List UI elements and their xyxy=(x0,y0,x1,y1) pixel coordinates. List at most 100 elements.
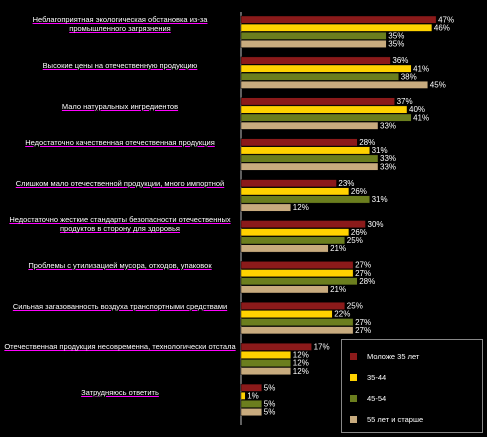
bar-8-series-3 xyxy=(240,318,354,327)
category-label-5: Слишком мало отечественной продукции, мн… xyxy=(15,178,225,188)
value-label-7-series-3: 28% xyxy=(359,277,375,286)
value-label-8-series-2: 22% xyxy=(334,310,350,319)
value-label-4-series-3: 33% xyxy=(380,154,396,163)
category-label-7: Проблемы с утилизацией мусора, отходов, … xyxy=(28,260,212,270)
bar-8-series-2 xyxy=(240,310,333,318)
category-label-3: Мало натуральных ингредиентов xyxy=(61,101,179,111)
category-label-9: Отечественная продукция несовременна, те… xyxy=(4,342,236,352)
bar-7-series-2 xyxy=(240,269,354,278)
bar-9-series-2 xyxy=(240,351,291,359)
bar-2-series-2 xyxy=(240,64,412,73)
value-label-1-series-2: 46% xyxy=(434,23,450,32)
value-label-5-series-4: 12% xyxy=(293,203,309,212)
value-label-2-series-2: 41% xyxy=(413,64,429,73)
category-label-8: Сильная загазованность воздуха транспорт… xyxy=(12,301,228,311)
bar-1-series-4 xyxy=(240,40,387,48)
bar-5-series-3 xyxy=(240,195,370,204)
value-label-3-series-3: 41% xyxy=(413,113,429,122)
value-label-9-series-3: 12% xyxy=(293,359,309,368)
value-labels-layer: 47%46%35%35%36%41%38%45%37%40%41%33%28%3… xyxy=(247,15,454,416)
value-label-1-series-4: 35% xyxy=(388,40,404,49)
value-label-8-series-4: 27% xyxy=(355,326,371,335)
bar-3-series-3 xyxy=(240,113,412,122)
value-label-7-series-1: 27% xyxy=(355,261,371,270)
bar-9-series-4 xyxy=(240,367,291,376)
bar-10-series-1 xyxy=(240,383,262,392)
bar-4-series-4 xyxy=(240,162,379,171)
bar-8-series-4 xyxy=(240,326,354,335)
bar-6-series-1 xyxy=(240,220,366,229)
value-label-5-series-3: 31% xyxy=(372,195,388,204)
bar-9-series-1 xyxy=(240,343,312,351)
value-label-1-series-1: 47% xyxy=(438,15,454,24)
value-label-9-series-1: 17% xyxy=(314,343,330,352)
legend-swatch-1 xyxy=(350,352,357,360)
bar-5-series-4 xyxy=(240,203,291,212)
value-label-3-series-4: 33% xyxy=(380,121,396,130)
bar-6-series-3 xyxy=(240,236,346,245)
value-label-3-series-2: 40% xyxy=(409,105,425,114)
legend-item-1: Моложе 35 лет xyxy=(350,350,419,362)
bar-5-series-1 xyxy=(240,179,337,188)
value-label-2-series-1: 36% xyxy=(392,56,408,65)
legend-label-2: 35-44 xyxy=(367,372,387,382)
value-label-10-series-3: 5% xyxy=(264,400,276,409)
value-label-7-series-4: 21% xyxy=(330,285,346,294)
bars-layer xyxy=(240,15,437,416)
bar-10-series-3 xyxy=(240,400,262,408)
value-label-8-series-3: 27% xyxy=(355,318,371,327)
bar-7-series-1 xyxy=(240,261,354,269)
legend-label-1: Моложе 35 лет xyxy=(367,351,420,361)
value-label-4-series-1: 28% xyxy=(359,138,375,147)
value-label-10-series-4: 5% xyxy=(264,408,276,417)
category-label-4: Недостаточно качественная отечественная … xyxy=(25,137,215,147)
legend-swatch-3 xyxy=(350,394,357,402)
bar-1-series-2 xyxy=(240,23,433,32)
legend-item-4: 55 лет и старше xyxy=(350,413,423,425)
value-label-4-series-4: 33% xyxy=(380,162,396,171)
value-label-9-series-4: 12% xyxy=(293,367,309,376)
value-label-4-series-2: 31% xyxy=(372,146,388,155)
category-label-1: Неблагоприятная экологическая обстановка… xyxy=(32,15,208,34)
bar-1-series-3 xyxy=(240,32,387,40)
value-label-6-series-4: 21% xyxy=(330,244,346,253)
legend-label-3: 45-54 xyxy=(367,393,387,403)
legend-item-2: 35-44 xyxy=(350,371,386,383)
category-label-10: Затрудняюсь ответить xyxy=(81,387,159,397)
bar-6-series-4 xyxy=(240,244,329,253)
category-label-6: Недостаточно жесткие стандарты безопасно… xyxy=(9,215,231,234)
legend-item-3: 45-54 xyxy=(350,392,386,404)
value-label-1-series-3: 35% xyxy=(388,32,404,41)
value-label-5-series-1: 23% xyxy=(338,179,354,188)
bar-2-series-1 xyxy=(240,56,391,65)
bar-8-series-1 xyxy=(240,302,346,310)
value-label-2-series-4: 45% xyxy=(430,81,446,90)
value-label-10-series-2: 1% xyxy=(247,392,259,401)
bar-7-series-3 xyxy=(240,277,358,286)
bar-6-series-2 xyxy=(240,228,350,237)
value-label-8-series-1: 25% xyxy=(347,302,363,311)
value-label-6-series-2: 26% xyxy=(351,228,367,237)
value-label-2-series-3: 38% xyxy=(401,72,417,81)
value-label-3-series-1: 37% xyxy=(397,97,413,106)
bar-3-series-4 xyxy=(240,121,379,130)
bar-1-series-1 xyxy=(240,15,437,24)
bar-4-series-3 xyxy=(240,154,379,163)
bar-4-series-2 xyxy=(240,146,370,155)
bar-7-series-4 xyxy=(240,285,329,294)
bar-10-series-4 xyxy=(240,408,262,416)
value-label-7-series-2: 27% xyxy=(355,269,371,278)
legend-swatch-2 xyxy=(350,373,357,381)
bar-4-series-1 xyxy=(240,138,358,147)
bar-3-series-1 xyxy=(240,97,395,106)
value-label-10-series-1: 5% xyxy=(264,383,276,392)
value-label-6-series-3: 25% xyxy=(347,236,363,245)
category-label-2: Высокие цены на отечественную продукцию xyxy=(42,60,198,70)
bar-5-series-2 xyxy=(240,187,350,196)
legend: Моложе 35 лет 35-44 45-54 55 лет и старше xyxy=(341,339,483,433)
bar-9-series-3 xyxy=(240,359,291,367)
legend-swatch-4 xyxy=(350,415,357,423)
value-label-5-series-2: 26% xyxy=(351,187,367,196)
bar-3-series-2 xyxy=(240,105,408,114)
